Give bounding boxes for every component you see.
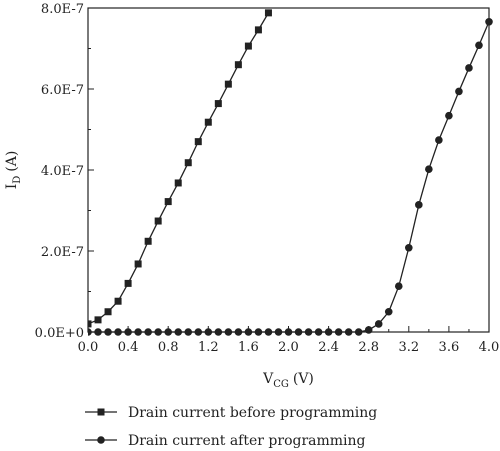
data-point — [104, 308, 112, 316]
y-axis-title: ID (A) — [4, 151, 23, 190]
x-axis-title-unit: (V) — [293, 371, 314, 387]
data-point — [294, 328, 303, 336]
y-tick-label: 2.0E-7 — [41, 245, 84, 260]
data-point — [415, 201, 423, 209]
data-point — [124, 279, 132, 287]
data-point — [114, 328, 122, 336]
data-point — [144, 237, 152, 245]
data-point — [354, 328, 363, 336]
data-point — [425, 165, 433, 173]
y-axis-ticks: 0.0E+0 2.0E-7 4.0E-7 6.0E-7 8.0E-7 — [35, 2, 94, 341]
legend-marker — [97, 408, 105, 416]
data-point — [184, 159, 192, 167]
legend-item: Drain current after programming — [85, 433, 366, 449]
x-axis-title: VCG (V) — [262, 371, 314, 390]
series-layer — [88, 9, 493, 336]
data-point — [445, 111, 453, 120]
data-point — [465, 64, 473, 72]
x-axis-title-main: V — [262, 371, 274, 387]
plot-area: 0.0 0.4 0.8 1.2 1.6 2.0 2.4 2.8 3.2 3.6 4.0 0.0E+0… — [35, 2, 500, 355]
data-point — [88, 320, 92, 328]
data-point — [475, 41, 483, 50]
data-point — [405, 243, 413, 252]
x-tick-label: 0.8 — [158, 340, 179, 355]
series-line — [88, 21, 490, 333]
data-point — [94, 316, 102, 324]
y-axis-title-main: I — [4, 184, 20, 190]
legend-item: Drain current before programming — [85, 405, 377, 421]
data-point — [435, 136, 443, 144]
data-point — [314, 328, 323, 336]
data-point — [214, 328, 223, 336]
series-1 — [88, 9, 272, 328]
data-point — [264, 9, 272, 17]
x-tick-label: 2.4 — [318, 340, 339, 355]
x-axis-title-sub: CG — [273, 379, 289, 390]
x-tick-label: 3.6 — [439, 340, 460, 355]
data-point — [204, 118, 212, 126]
data-point — [114, 297, 122, 305]
x-tick-label: 4.0 — [479, 340, 500, 355]
data-point — [194, 138, 202, 146]
y-axis-title-sub: D — [12, 176, 23, 184]
series-2 — [88, 17, 493, 336]
x-tick-label: 3.2 — [398, 340, 419, 355]
data-point — [214, 100, 222, 108]
x-tick-label: 1.6 — [238, 340, 259, 355]
x-tick-label: 0.0 — [78, 340, 99, 355]
data-point — [334, 328, 343, 336]
data-point — [455, 87, 463, 96]
y-tick-label: 4.0E-7 — [41, 164, 84, 179]
data-point — [194, 328, 203, 336]
x-tick-label: 1.2 — [198, 340, 219, 355]
legend: Drain current before programming Drain cu… — [85, 405, 377, 449]
y-axis-title-unit: (A) — [4, 151, 20, 172]
data-point — [254, 328, 263, 336]
data-point — [174, 328, 183, 336]
data-point — [134, 328, 142, 336]
data-point — [174, 179, 182, 187]
legend-label: Drain current after programming — [128, 433, 366, 449]
data-point — [234, 61, 242, 69]
data-point — [164, 198, 172, 206]
data-point — [244, 42, 252, 50]
series-line — [88, 12, 270, 325]
data-point — [94, 328, 102, 336]
data-point — [154, 328, 162, 336]
data-point — [234, 328, 243, 336]
y-tick-label: 6.0E-7 — [41, 83, 84, 98]
data-point — [254, 26, 262, 34]
x-tick-label: 2.0 — [278, 340, 299, 355]
data-point — [274, 328, 283, 336]
legend-label: Drain current before programming — [128, 405, 377, 421]
data-point — [224, 80, 232, 88]
data-point — [394, 282, 403, 291]
x-axis-ticks: 0.0 0.4 0.8 1.2 1.6 2.0 2.4 2.8 3.2 3.6 4.0 — [78, 326, 500, 355]
data-point — [134, 260, 142, 268]
data-point — [154, 217, 162, 225]
data-point — [485, 17, 493, 26]
y-tick-label: 8.0E-7 — [41, 2, 84, 17]
y-tick-label: 0.0E+0 — [35, 326, 84, 341]
x-tick-label: 2.8 — [358, 340, 379, 355]
data-point — [374, 320, 383, 328]
legend-marker — [97, 436, 105, 444]
data-point — [384, 307, 393, 316]
x-tick-label: 0.4 — [118, 340, 139, 355]
